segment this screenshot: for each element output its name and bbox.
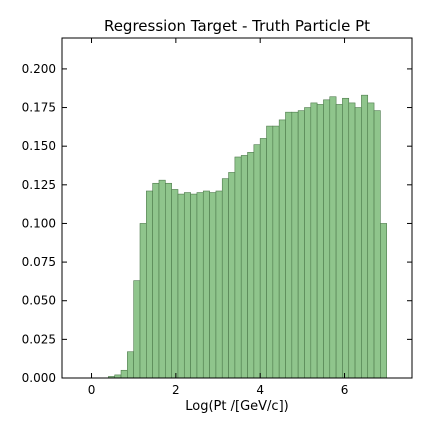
x-tick-label: 2 — [172, 383, 180, 397]
y-tick-label: 0.100 — [22, 216, 56, 230]
histogram-bar — [297, 110, 305, 379]
histogram-bar — [348, 102, 356, 379]
histogram-bar — [120, 369, 128, 379]
histogram-bar — [152, 182, 160, 379]
histogram-bar — [247, 152, 255, 379]
histogram-bar — [133, 280, 141, 379]
y-tick-label: 0.050 — [22, 294, 56, 308]
histogram-bar — [234, 156, 242, 379]
histogram-bar — [190, 193, 198, 379]
histogram-bar — [329, 96, 337, 379]
histogram-bar — [361, 94, 369, 379]
histogram-bar — [259, 138, 267, 379]
plot-frame — [61, 37, 413, 379]
histogram-bar — [304, 107, 312, 379]
histogram-bar — [127, 351, 134, 379]
y-tick-label: 0.175 — [22, 101, 56, 115]
histogram-bar — [221, 178, 229, 379]
histogram-bar — [367, 102, 375, 379]
histogram-bar — [177, 193, 185, 379]
histogram-bar — [316, 104, 324, 379]
histogram-bar — [342, 97, 350, 379]
histogram-bar — [373, 110, 381, 379]
histogram-bar — [209, 192, 217, 379]
histogram-bars — [108, 94, 387, 379]
y-tick-label: 0.000 — [22, 371, 56, 385]
y-tick-label: 0.125 — [22, 178, 56, 192]
x-tick-label: 6 — [341, 383, 349, 397]
y-tick-label: 0.025 — [22, 332, 56, 346]
y-tick-label: 0.200 — [22, 62, 56, 76]
x-axis-ticks: 0 2 4 6 — [88, 38, 349, 397]
histogram-bar — [202, 190, 210, 379]
chart-title: Regression Target - Truth Particle Pt — [104, 17, 370, 35]
histogram-bar — [278, 119, 286, 379]
x-tick-label: 4 — [256, 383, 264, 397]
histogram-bar — [240, 155, 248, 379]
histogram-bar — [266, 125, 274, 379]
histogram-bar — [285, 111, 293, 379]
histogram-bar — [228, 172, 236, 379]
y-tick-label: 0.150 — [22, 139, 56, 153]
x-axis-label: Log(Pt /[GeV/c]) — [185, 399, 288, 414]
histogram-bar — [323, 99, 331, 379]
histogram-bar — [310, 102, 318, 379]
x-tick-label: 0 — [88, 383, 96, 397]
histogram-bar — [335, 104, 343, 379]
y-axis-ticks: 0.000 0.025 0.050 0.075 0.100 0.125 0.150 0.175… — [22, 62, 412, 385]
histogram-bar — [139, 223, 147, 379]
histogram-bar — [291, 111, 299, 379]
histogram-bar — [146, 190, 153, 379]
histogram-bar — [253, 144, 261, 379]
histogram-bar — [171, 189, 179, 379]
histogram-bar — [165, 182, 172, 379]
histogram-bar — [196, 192, 204, 379]
histogram-bar — [380, 223, 387, 379]
histogram-bar — [215, 190, 223, 379]
histogram-bar — [354, 107, 362, 379]
histogram-bar — [183, 192, 191, 379]
histogram-bar — [272, 125, 280, 379]
histogram-bar — [158, 179, 166, 379]
y-tick-label: 0.075 — [22, 255, 56, 269]
